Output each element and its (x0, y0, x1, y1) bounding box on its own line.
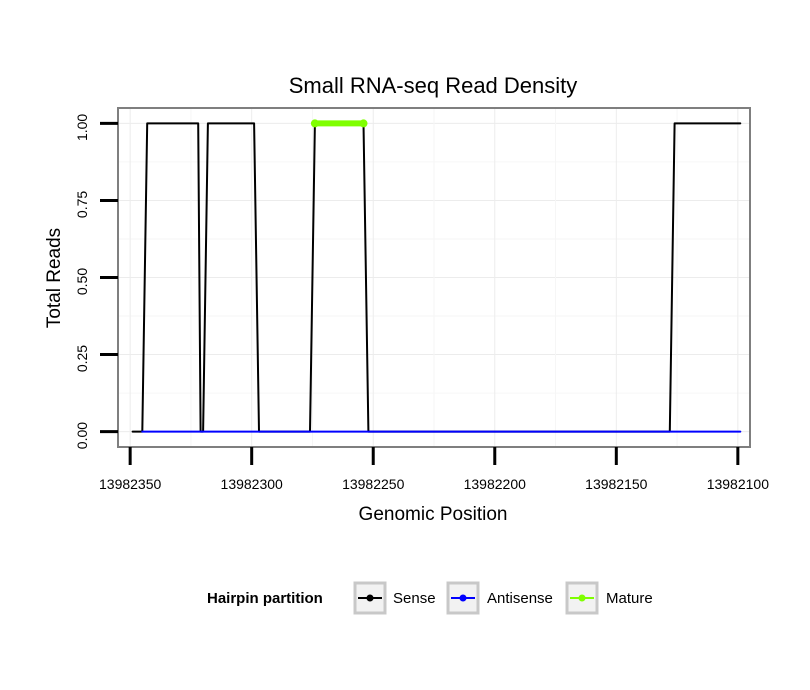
legend-key-point (459, 594, 467, 602)
x-tick-label: 13982350 (99, 476, 162, 492)
grid-lines (118, 108, 750, 447)
x-tick-label: 13982200 (464, 476, 527, 492)
legend-title: Hairpin partition (207, 590, 323, 607)
legend-key-point (578, 594, 586, 602)
series-lines (131, 119, 742, 433)
y-tick-label: 0.00 (74, 422, 90, 449)
legend-item-mature: Mature (565, 581, 653, 615)
series-point-mature (310, 119, 319, 128)
legend-label: Sense (393, 590, 436, 607)
x-tick-label: 13982150 (585, 476, 648, 492)
x-axis-label: Genomic Position (359, 504, 508, 525)
x-tick-label: 13982100 (707, 476, 770, 492)
y-axis-ticks: 0.00 0.25 0.50 0.75 1.00 (74, 114, 118, 449)
y-tick-label: 0.75 (74, 191, 90, 218)
chart-title: Small RNA-seq Read Density (289, 73, 578, 98)
legend-label: Mature (606, 590, 653, 607)
y-axis-label: Total Reads (44, 228, 65, 328)
series-point-mature (359, 119, 368, 128)
x-axis-ticks: 13982350 13982300 13982250 13982200 13982150… (99, 447, 769, 492)
legend-label: Antisense (487, 590, 553, 607)
legend-item-antisense: Antisense (446, 581, 553, 615)
x-tick-label: 13982250 (342, 476, 405, 492)
y-tick-label: 0.25 (74, 345, 90, 372)
legend: Hairpin partition Sense Antisense Mature (207, 581, 653, 615)
x-tick-label: 13982300 (221, 476, 284, 492)
legend-item-sense: Sense (353, 581, 436, 615)
y-tick-label: 0.50 (74, 268, 90, 295)
legend-key-point (366, 594, 374, 602)
y-tick-label: 1.00 (74, 114, 90, 141)
